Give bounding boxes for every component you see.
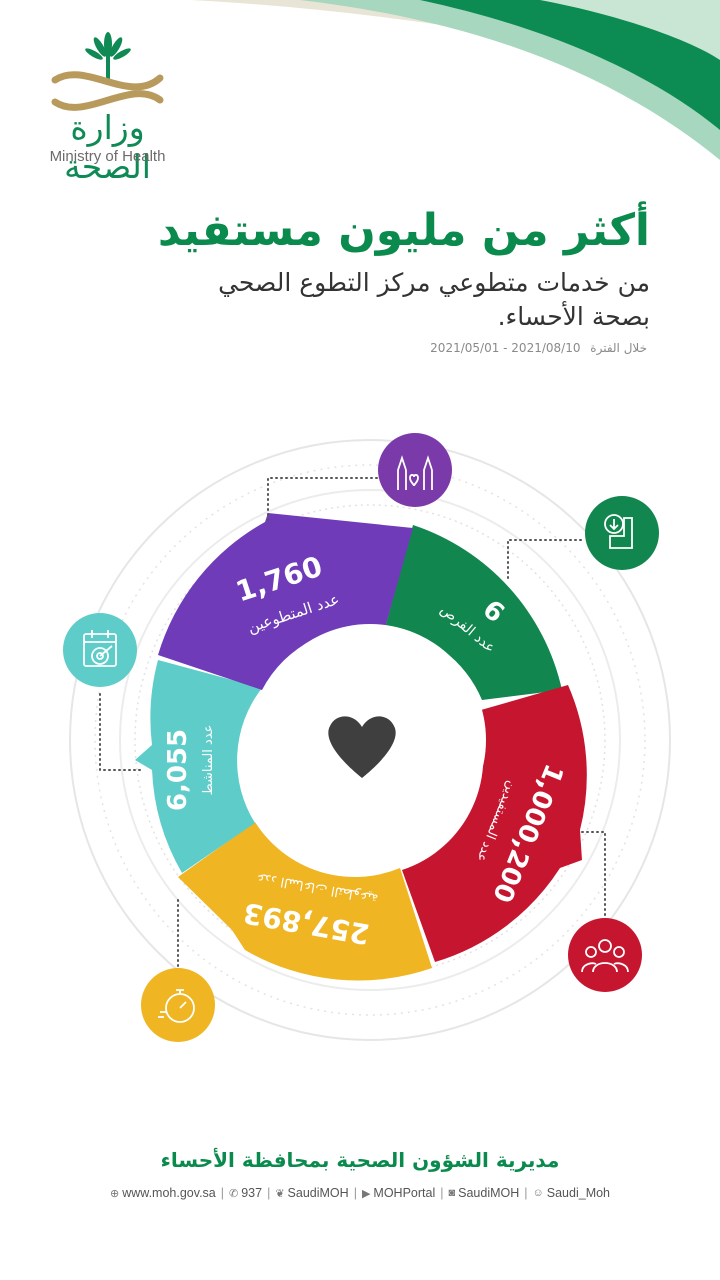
segment-opportunities bbox=[385, 525, 562, 700]
phone-icon: ✆ bbox=[229, 1187, 239, 1200]
target-calendar-icon bbox=[83, 630, 117, 667]
raised-hands-icon bbox=[397, 455, 433, 490]
volunteers-icon-badge bbox=[378, 433, 452, 507]
footer-directorate-title: مديرية الشؤون الصحية بمحافظة الأحساء bbox=[160, 1148, 560, 1172]
subheadline-line-2: بصحة الأحساء. bbox=[497, 302, 650, 331]
logo-english-text: Ministry of Health bbox=[49, 148, 166, 165]
stat-activities: 6,055 عدد المناشط bbox=[163, 725, 216, 811]
segment-hours bbox=[178, 822, 432, 981]
globe-icon: ⊕ bbox=[109, 1187, 120, 1200]
footer-link-youtube[interactable]: ▶ MOHPortal bbox=[361, 1186, 436, 1200]
period-label: خلال الفترة bbox=[590, 341, 647, 355]
footer-separator: | bbox=[353, 1186, 357, 1200]
moh-logo bbox=[51, 32, 164, 111]
activities-icon-badge bbox=[63, 613, 137, 687]
footer-separator: | bbox=[220, 1186, 224, 1200]
pie-chart-icon bbox=[604, 514, 633, 549]
heart-icon bbox=[328, 716, 396, 778]
header-wave-decoration bbox=[190, 0, 720, 160]
footer-separator: | bbox=[524, 1186, 528, 1200]
footer-contact-links: ⊕ www.moh.gov.sa | ✆ 937 | ❦ SaudiMOH | ▶ MO… bbox=[0, 1186, 720, 1200]
people-group-icon bbox=[581, 939, 629, 973]
segment-volunteers bbox=[158, 513, 413, 690]
stats-donut-infographic: 1,760 عدد المتطوعين 6 عدد الفرص 1,000,20… bbox=[63, 433, 671, 1042]
period-range: 2021/05/01 - 2021/08/10 bbox=[430, 341, 581, 355]
segment-beneficiaries bbox=[402, 685, 587, 962]
footer-link-snapchat[interactable]: ☺ Saudi_Moh bbox=[532, 1186, 611, 1200]
footer-link-phone[interactable]: ✆ 937 bbox=[229, 1186, 263, 1200]
segment-activities bbox=[135, 660, 262, 873]
footer-separator: | bbox=[440, 1186, 444, 1200]
stat-activities-value: 6,055 bbox=[163, 729, 193, 811]
footer-link-instagram[interactable]: ◙ SaudiMOH bbox=[448, 1186, 520, 1200]
hours-icon-badge bbox=[141, 968, 215, 1042]
period-text: خلال الفترة 2021/05/01 - 2021/08/10 bbox=[50, 341, 650, 355]
snapchat-icon: ☺ bbox=[532, 1187, 544, 1199]
footer-link-twitter[interactable]: ❦ SaudiMOH bbox=[275, 1186, 349, 1200]
footer-link-website[interactable]: ⊕ www.moh.gov.sa bbox=[109, 1186, 216, 1200]
stat-activities-label: عدد المناشط bbox=[201, 725, 216, 796]
subheadline-line-1: من خدمات متطوعي مركز التطوع الصحي bbox=[218, 268, 650, 297]
stopwatch-icon bbox=[158, 989, 195, 1023]
beneficiaries-icon-badge bbox=[568, 918, 642, 992]
instagram-icon: ◙ bbox=[448, 1187, 456, 1199]
opportunities-icon-badge bbox=[585, 496, 659, 570]
headline: أكثر من مليون مستفيد bbox=[157, 205, 650, 256]
logo-arabic-text: وزارة الصحة bbox=[64, 108, 151, 186]
twitter-icon: ❦ bbox=[275, 1187, 285, 1200]
footer-separator: | bbox=[267, 1186, 271, 1200]
youtube-icon: ▶ bbox=[361, 1187, 371, 1200]
subheadline: من خدمات متطوعي مركز التطوع الصحي بصحة ا… bbox=[50, 266, 650, 334]
